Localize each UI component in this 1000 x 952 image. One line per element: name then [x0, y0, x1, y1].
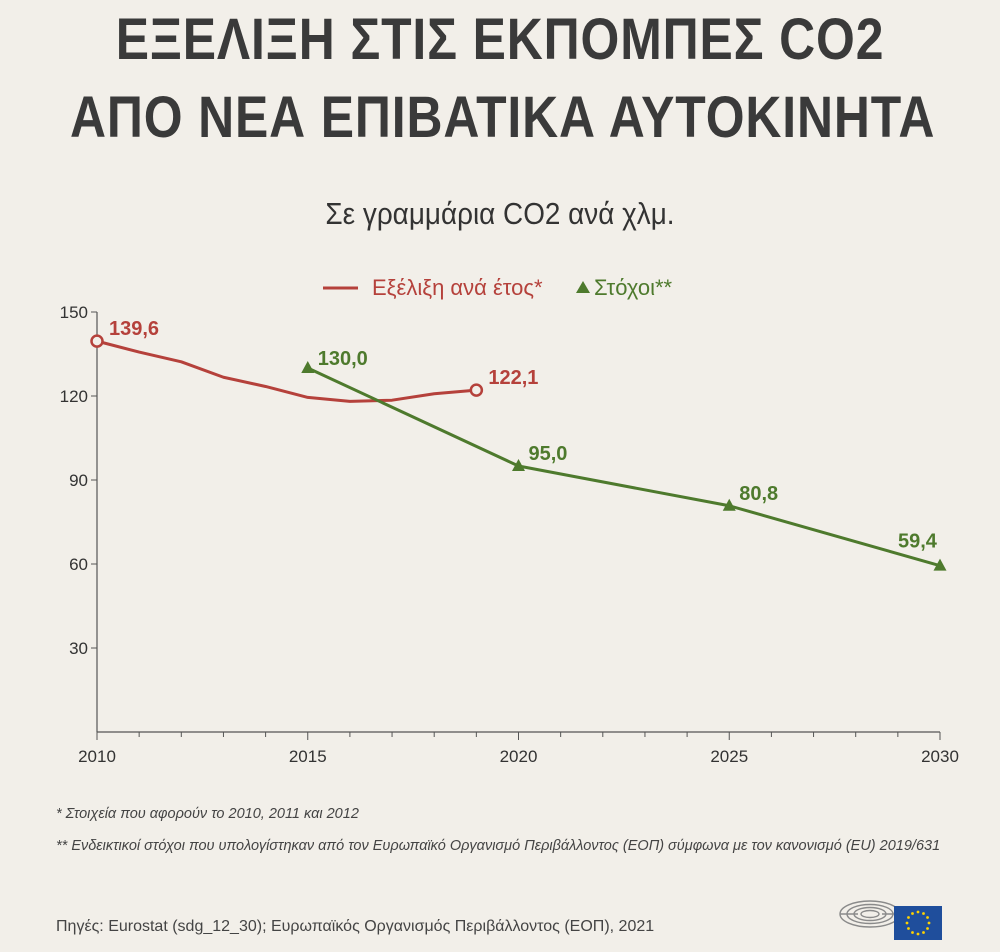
- eu-star-icon: [922, 912, 925, 915]
- data-point-target: [512, 459, 525, 471]
- data-point-target: [933, 558, 947, 571]
- eu-star-icon: [926, 916, 929, 919]
- data-point-actual: [90, 334, 104, 348]
- data-point-target: [722, 498, 736, 511]
- eu-star-icon: [907, 916, 910, 919]
- title-line-2: ΑΠΟ ΝΕΑ ΕΠΙΒΑΤΙΚΑ ΑΥΤΟΚΙΝΗΤΑ: [70, 85, 936, 150]
- eu-star-icon: [916, 910, 920, 914]
- y-tick-label: 30: [69, 639, 88, 658]
- eu-star-icon: [907, 927, 910, 930]
- european-parliament-logo: [839, 900, 942, 940]
- eu-star-icon: [911, 931, 914, 934]
- line-chart: 30 60 90 120 150 2010 2015 2020 2025 2030 139,6 122…: [60, 275, 959, 766]
- legend-label-target: Στόχοι**: [594, 275, 673, 300]
- data-label-target: 130,0: [318, 348, 368, 370]
- parliament-hemicycle-icon: [839, 900, 901, 928]
- series-line-target: [307, 366, 941, 568]
- eu-star-icon: [926, 927, 929, 930]
- eu-star-icon: [905, 921, 909, 925]
- series-line-actual: [95, 339, 478, 403]
- x-tick-label: 2020: [500, 747, 538, 766]
- title-line-1: ΕΞΕΛΙΞΗ ΣΤΙΣ ΕΚΠΟΜΠΕΣ CO2: [115, 7, 885, 72]
- x-tick-label: 2030: [921, 747, 959, 766]
- data-label-target: 95,0: [529, 443, 568, 465]
- x-tick-label: 2015: [289, 747, 327, 766]
- y-tick-label: 60: [69, 555, 88, 574]
- x-tick-label: 2010: [78, 747, 116, 766]
- data-label-actual: 122,1: [488, 367, 538, 389]
- footnote-1: * Στοιχεία που αφορούν το 2010, 2011 και…: [56, 806, 359, 822]
- data-point-actual: [469, 383, 484, 397]
- eu-star-icon: [916, 932, 920, 936]
- chart-subtitle: Σε γραμμάρια CO2 ανά χλμ.: [325, 196, 675, 231]
- eu-star-icon: [922, 931, 925, 934]
- legend-label-actual: Εξέλιξη ανά έτος*: [372, 275, 543, 300]
- source-text: Πηγές: Eurostat (sdg_12_30); Ευρωπαϊκός …: [56, 918, 655, 935]
- legend-swatch-target: [576, 281, 590, 293]
- footnote-2: ** Ενδεικτικοί στόχοι που υπολογίστηκαν …: [56, 838, 941, 854]
- data-label-target: 80,8: [739, 483, 778, 505]
- eu-flag-icon: [894, 906, 942, 940]
- eu-star-icon: [911, 912, 914, 915]
- data-label-target: 59,4: [898, 531, 938, 553]
- data-point-target: [301, 361, 315, 373]
- y-tick-label: 120: [60, 387, 88, 406]
- y-tick-label: 90: [69, 471, 88, 490]
- eu-star-icon: [927, 921, 931, 925]
- data-label-actual: 139,6: [109, 318, 159, 340]
- y-tick-label: 150: [60, 303, 88, 322]
- x-tick-label: 2025: [710, 747, 748, 766]
